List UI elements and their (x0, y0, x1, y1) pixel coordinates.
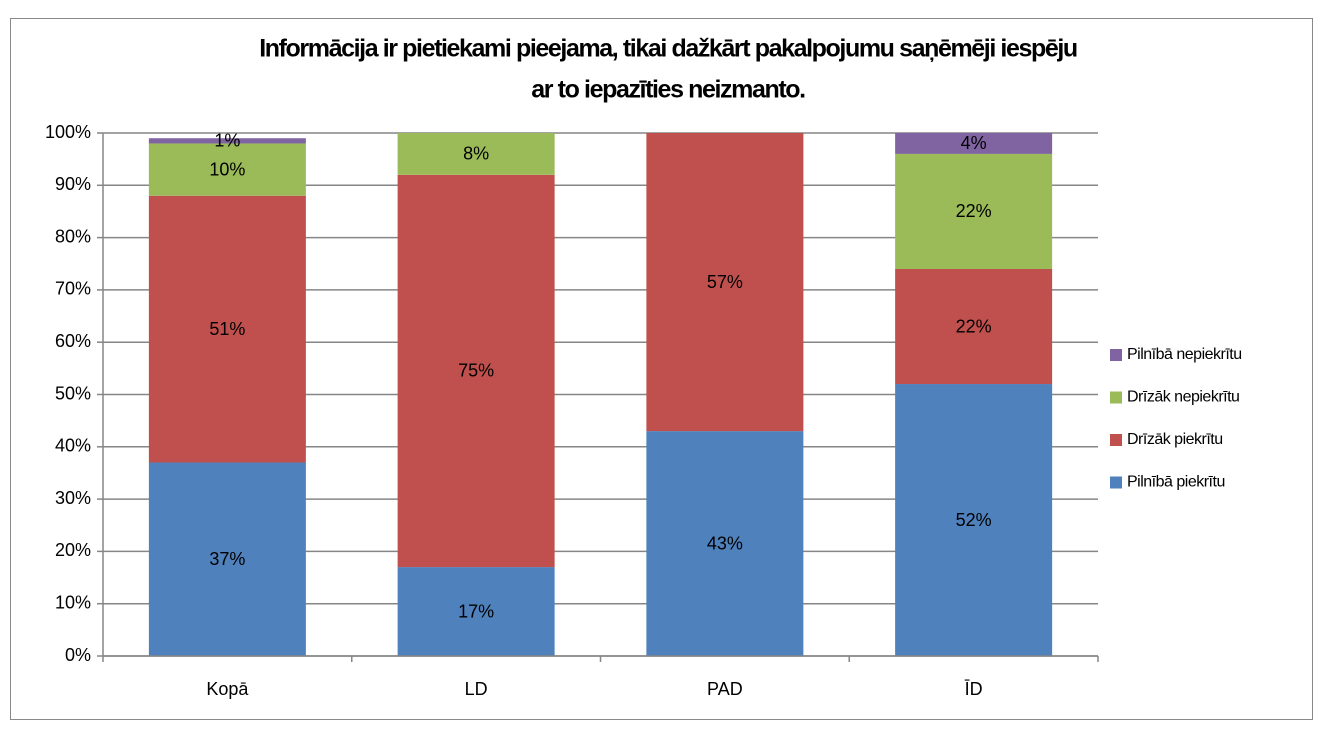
y-tick-label: 50% (55, 383, 91, 403)
data-label: 75% (458, 361, 494, 381)
bar-segment (148, 143, 306, 196)
data-label: 51% (209, 319, 245, 339)
legend-label: Drīzāk nepiekrītu (1127, 389, 1239, 406)
data-label: 52% (956, 510, 992, 530)
data-label: 37% (209, 549, 245, 569)
legend-swatch (1110, 349, 1122, 361)
bar-segment (397, 133, 555, 175)
legend-swatch (1110, 391, 1122, 404)
data-label: 10% (209, 159, 245, 179)
bar-segment (646, 133, 804, 432)
legend-label: Pilnībā nepiekrītu (1127, 346, 1242, 363)
bar-segment (148, 138, 306, 144)
data-label: 17% (458, 601, 494, 621)
legend-swatch (1110, 476, 1122, 489)
data-label: 4% (961, 133, 987, 153)
legend-swatch (1110, 434, 1122, 446)
legend-label: Pilnībā piekrītu (1127, 474, 1225, 491)
data-label: 22% (956, 316, 992, 336)
y-tick-label: 0% (65, 645, 91, 665)
y-tick-label: 90% (55, 174, 91, 194)
x-tick-label: Kopā (206, 679, 249, 699)
x-tick-label: ĪD (965, 679, 983, 699)
data-label: 57% (707, 272, 743, 292)
data-label: 8% (463, 144, 489, 164)
data-label: 1% (214, 131, 240, 151)
x-tick-label: LD (465, 679, 488, 699)
chart-title: ar to iepazīties neizmanto. (531, 76, 805, 104)
bar-segment (895, 268, 1053, 385)
y-tick-label: 100% (45, 122, 91, 142)
y-tick-label: 70% (55, 279, 91, 299)
bar-segment (397, 567, 555, 656)
y-tick-label: 10% (55, 592, 91, 612)
bar-segment (895, 384, 1053, 656)
y-tick-label: 20% (55, 540, 91, 560)
y-tick-label: 40% (55, 436, 91, 456)
bar-segment (397, 174, 555, 568)
x-tick-label: PAD (707, 679, 743, 699)
bar-segment (895, 153, 1053, 269)
y-tick-label: 80% (55, 226, 91, 246)
bar-segment (148, 195, 306, 463)
bar-segment (895, 133, 1053, 154)
data-label: 22% (956, 201, 992, 221)
y-tick-label: 60% (55, 331, 91, 351)
y-tick-label: 30% (55, 488, 91, 508)
bar-segment (148, 462, 306, 656)
data-label: 43% (707, 533, 743, 553)
chart-title: Informācija ir pietiekami pieejama, tika… (259, 35, 1077, 63)
legend-label: Drīzāk piekrītu (1127, 431, 1223, 448)
bar-segment (646, 431, 804, 656)
